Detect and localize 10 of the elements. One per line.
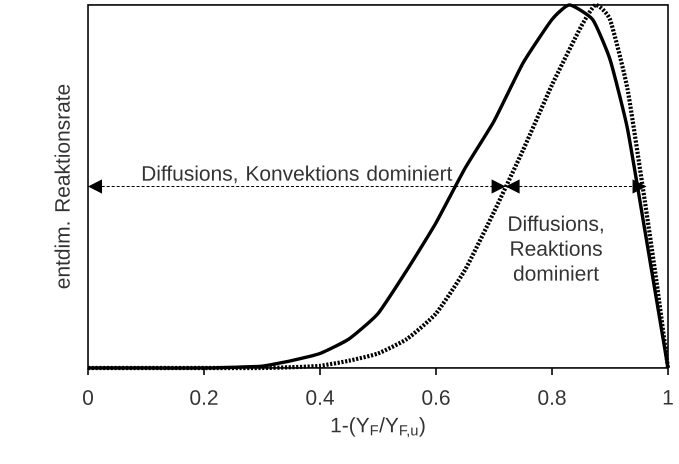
- y-axis-title: entdim. Reaktionsrate: [54, 84, 70, 288]
- annotation: Diffusions, Konvektions dominiert: [142, 165, 452, 184]
- x-tick-label: 0.2: [190, 390, 218, 405]
- x-tick-label: 0: [83, 390, 94, 405]
- x-tick-label: 0.6: [422, 390, 450, 405]
- x-axis-title: 1-(Y$_{F}$/Y$_{F,u}$): [332, 417, 425, 438]
- x-tick-label: 0.4: [306, 390, 334, 405]
- x-tick-label: 0.8: [538, 390, 566, 405]
- annotation: Diffusions, Reaktions dominiert: [509, 216, 603, 281]
- x-tick-label: 1: [664, 390, 673, 405]
